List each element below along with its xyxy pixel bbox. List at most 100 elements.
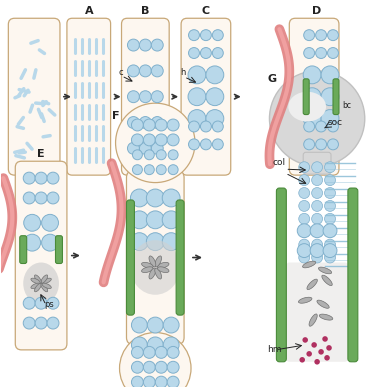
Circle shape: [167, 134, 179, 146]
Circle shape: [155, 134, 167, 146]
Circle shape: [155, 119, 167, 131]
Circle shape: [188, 88, 206, 106]
Circle shape: [303, 88, 321, 106]
Circle shape: [167, 361, 179, 373]
Text: h: h: [180, 68, 185, 77]
Circle shape: [312, 226, 322, 237]
Circle shape: [147, 317, 163, 333]
Circle shape: [312, 162, 322, 173]
Circle shape: [47, 192, 59, 204]
Ellipse shape: [31, 278, 40, 284]
Circle shape: [327, 121, 338, 132]
Circle shape: [299, 162, 310, 173]
Ellipse shape: [41, 275, 48, 283]
FancyBboxPatch shape: [303, 152, 331, 174]
Circle shape: [23, 192, 35, 204]
Circle shape: [128, 142, 139, 154]
Ellipse shape: [42, 283, 51, 289]
Circle shape: [324, 175, 336, 185]
Circle shape: [201, 139, 211, 150]
Circle shape: [189, 48, 199, 59]
Circle shape: [315, 139, 327, 150]
Text: G: G: [268, 74, 277, 84]
Circle shape: [143, 346, 155, 358]
FancyBboxPatch shape: [121, 18, 169, 175]
Circle shape: [304, 30, 315, 41]
Ellipse shape: [42, 278, 51, 284]
Ellipse shape: [319, 267, 332, 274]
Circle shape: [47, 172, 59, 184]
Circle shape: [327, 30, 338, 41]
Circle shape: [132, 317, 147, 333]
Circle shape: [206, 66, 224, 84]
Circle shape: [35, 317, 47, 329]
Circle shape: [128, 116, 139, 128]
Circle shape: [327, 139, 338, 150]
Circle shape: [310, 224, 324, 238]
Circle shape: [156, 165, 166, 175]
Circle shape: [147, 337, 163, 353]
Circle shape: [201, 48, 211, 59]
Ellipse shape: [130, 240, 180, 295]
Circle shape: [321, 88, 339, 106]
Circle shape: [139, 116, 151, 128]
Circle shape: [143, 119, 155, 131]
FancyBboxPatch shape: [55, 236, 62, 263]
Circle shape: [35, 172, 47, 184]
Circle shape: [303, 109, 321, 128]
Circle shape: [312, 175, 322, 185]
Text: A: A: [85, 6, 93, 16]
FancyBboxPatch shape: [303, 79, 309, 114]
Circle shape: [201, 30, 211, 41]
Circle shape: [189, 121, 199, 132]
Circle shape: [212, 139, 223, 150]
Circle shape: [23, 297, 35, 309]
FancyBboxPatch shape: [286, 263, 348, 362]
Circle shape: [324, 187, 336, 199]
Circle shape: [269, 71, 365, 166]
Circle shape: [132, 361, 143, 373]
Circle shape: [162, 211, 180, 229]
Circle shape: [302, 337, 308, 343]
Circle shape: [311, 342, 317, 348]
Text: B: B: [141, 6, 149, 16]
Text: bc: bc: [342, 100, 351, 110]
Circle shape: [318, 349, 324, 355]
Circle shape: [23, 317, 35, 329]
Circle shape: [23, 172, 35, 184]
Text: C: C: [202, 6, 210, 16]
FancyBboxPatch shape: [176, 200, 184, 315]
Ellipse shape: [319, 314, 333, 320]
Circle shape: [163, 317, 179, 333]
FancyBboxPatch shape: [15, 161, 67, 350]
Circle shape: [130, 233, 148, 251]
Circle shape: [201, 121, 211, 132]
Ellipse shape: [307, 279, 317, 289]
Circle shape: [312, 252, 322, 263]
Circle shape: [168, 165, 178, 175]
Circle shape: [47, 297, 59, 309]
Circle shape: [132, 150, 142, 160]
Circle shape: [139, 91, 151, 103]
Circle shape: [297, 224, 311, 238]
Circle shape: [188, 66, 206, 84]
Circle shape: [128, 91, 139, 103]
FancyBboxPatch shape: [289, 18, 339, 175]
Circle shape: [299, 175, 310, 185]
Circle shape: [163, 337, 179, 353]
Circle shape: [206, 109, 224, 128]
Circle shape: [130, 211, 148, 229]
Circle shape: [321, 66, 339, 84]
Circle shape: [132, 337, 147, 353]
Text: c: c: [119, 68, 123, 77]
Circle shape: [151, 91, 163, 103]
Circle shape: [312, 239, 322, 250]
Circle shape: [130, 189, 148, 207]
Circle shape: [155, 376, 167, 388]
Circle shape: [312, 213, 322, 224]
Text: F: F: [112, 111, 120, 121]
Circle shape: [312, 187, 322, 199]
Circle shape: [324, 162, 336, 173]
Circle shape: [42, 234, 59, 251]
Circle shape: [139, 142, 151, 154]
